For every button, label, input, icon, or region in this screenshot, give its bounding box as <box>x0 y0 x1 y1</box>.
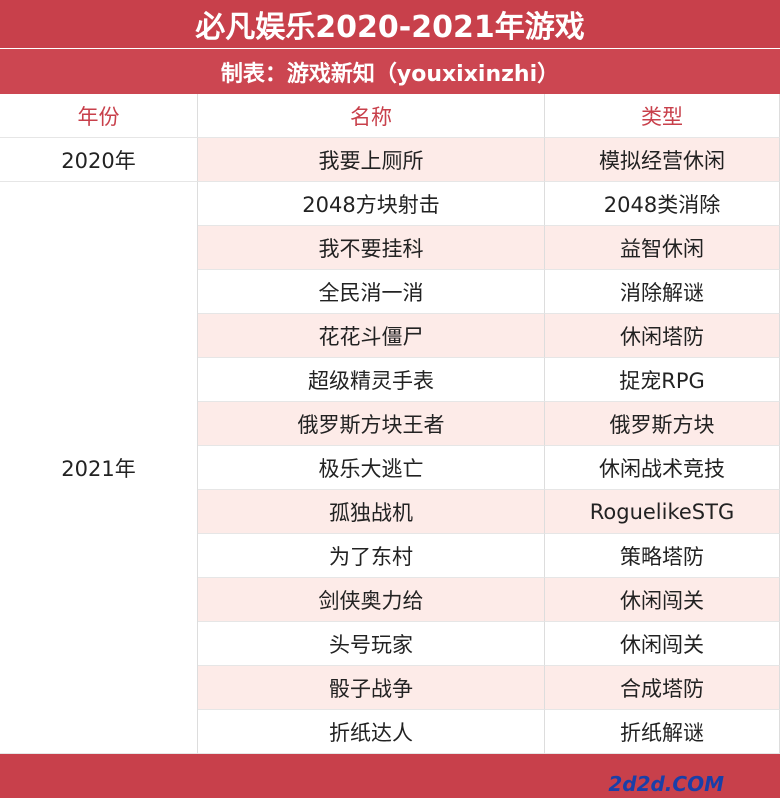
game-type: 俄罗斯方块 <box>545 402 780 446</box>
game-type: RoguelikeSTG <box>545 490 780 534</box>
game-name: 我要上厕所 <box>198 138 545 182</box>
footer-bar <box>0 754 780 798</box>
game-type: 捉宠RPG <box>545 358 780 402</box>
game-type: 休闲塔防 <box>545 314 780 358</box>
game-type: 休闲闯关 <box>545 622 780 666</box>
game-name: 折纸达人 <box>198 710 545 754</box>
game-name: 极乐大逃亡 <box>198 446 545 490</box>
game-name: 为了东村 <box>198 534 545 578</box>
game-type: 益智休闲 <box>545 226 780 270</box>
game-type: 策略塔防 <box>545 534 780 578</box>
game-type: 休闲战术竞技 <box>545 446 780 490</box>
game-name: 花花斗僵尸 <box>198 314 545 358</box>
watermark: 2d2d.COM <box>608 772 724 796</box>
game-name: 全民消一消 <box>198 270 545 314</box>
year-cell: 2021年 <box>0 182 198 754</box>
subtitle: 制表：游戏新知（youxixinzhi） <box>0 49 780 94</box>
game-type: 休闲闯关 <box>545 578 780 622</box>
game-name: 我不要挂科 <box>198 226 545 270</box>
column-header: 名称 <box>198 94 545 138</box>
game-name: 超级精灵手表 <box>198 358 545 402</box>
game-name: 骰子战争 <box>198 666 545 710</box>
game-type: 2048类消除 <box>545 182 780 226</box>
game-type: 折纸解谜 <box>545 710 780 754</box>
game-name: 孤独战机 <box>198 490 545 534</box>
game-name: 俄罗斯方块王者 <box>198 402 545 446</box>
game-name: 2048方块射击 <box>198 182 545 226</box>
title: 必凡娱乐2020-2021年游戏 <box>0 0 780 48</box>
column-header: 年份 <box>0 94 198 138</box>
game-type: 合成塔防 <box>545 666 780 710</box>
game-name: 头号玩家 <box>198 622 545 666</box>
column-header: 类型 <box>545 94 780 138</box>
year-cell: 2020年 <box>0 138 198 182</box>
game-type: 模拟经营休闲 <box>545 138 780 182</box>
game-type: 消除解谜 <box>545 270 780 314</box>
game-name: 剑侠奥力给 <box>198 578 545 622</box>
